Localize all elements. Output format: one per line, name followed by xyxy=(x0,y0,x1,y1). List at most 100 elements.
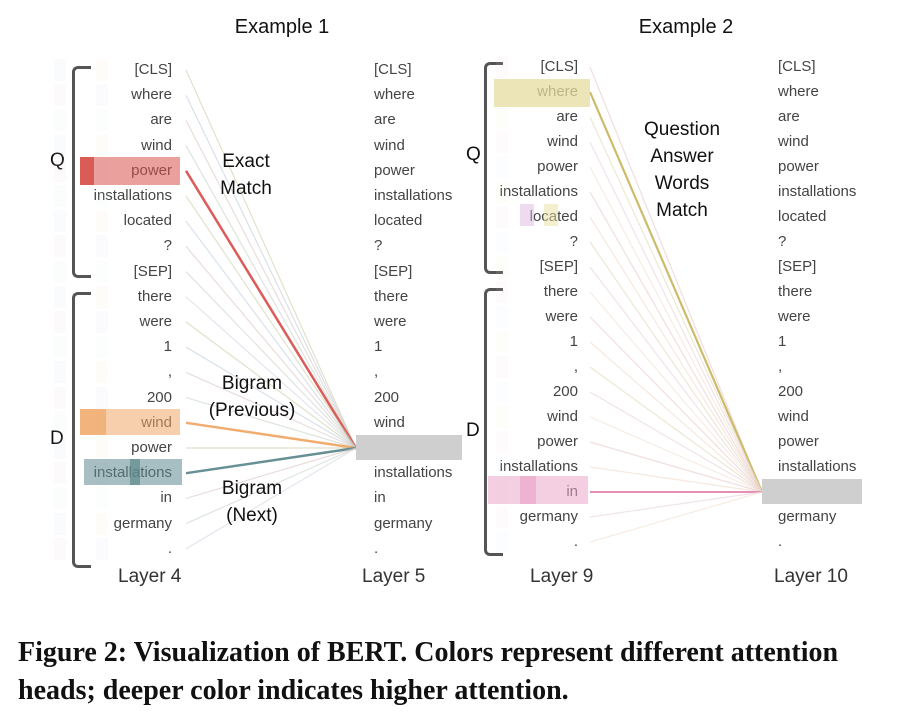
attention-cell xyxy=(54,537,66,560)
annotation-line: (Previous) xyxy=(208,400,296,421)
attention-line xyxy=(589,416,763,493)
attention-line xyxy=(185,94,357,449)
attention-cell xyxy=(496,131,508,153)
token: installations xyxy=(374,464,453,482)
token: wind xyxy=(547,408,578,425)
attention-line xyxy=(589,366,763,493)
bigram-next-highlight-strong xyxy=(130,459,140,485)
attention-cell xyxy=(496,306,508,328)
attention-line xyxy=(588,91,764,493)
token: wind xyxy=(547,133,578,150)
token: there xyxy=(137,287,172,305)
attention-line xyxy=(185,296,357,449)
bigram-previous-highlight-strong xyxy=(80,409,106,435)
attention-cell xyxy=(496,431,508,453)
annotation-exact-match: Exact Match xyxy=(196,148,296,202)
attention-line xyxy=(589,66,763,493)
attention-cell xyxy=(520,204,534,226)
token: wind xyxy=(778,133,809,150)
attention-line xyxy=(185,397,357,449)
layer-5-label: Layer 5 xyxy=(362,566,426,587)
token: [CLS] xyxy=(134,61,172,78)
token: , xyxy=(573,358,578,375)
attention-line xyxy=(589,191,763,493)
attention-cell xyxy=(54,260,66,283)
attention-line xyxy=(589,266,763,493)
annotation-bigram-next: Bigram (Next) xyxy=(196,475,308,529)
token: there xyxy=(374,287,409,305)
attention-cell xyxy=(54,109,66,132)
annotation-bigram-previous: Bigram (Previous) xyxy=(196,370,308,424)
token: [SEP] xyxy=(374,262,413,280)
attention-line xyxy=(185,271,357,449)
attention-cell xyxy=(496,531,508,553)
token: are xyxy=(150,111,172,129)
attention-cell xyxy=(96,361,108,384)
token: where xyxy=(374,86,415,104)
layer-4-label: Layer 4 xyxy=(118,566,182,587)
annotation-line: Exact xyxy=(222,151,270,172)
attention-line xyxy=(589,341,763,493)
attention-line xyxy=(185,145,357,449)
attention-cell xyxy=(54,59,66,81)
exact-match-highlight xyxy=(80,157,180,185)
attention-line xyxy=(589,491,763,518)
token: located xyxy=(123,212,172,230)
attention-cell xyxy=(54,159,66,182)
example-1-title: Example 1 xyxy=(234,16,330,38)
token: were xyxy=(139,313,172,330)
token: installations xyxy=(499,458,578,475)
token: installations xyxy=(93,187,172,204)
attention-cell xyxy=(96,260,108,283)
token: [CLS] xyxy=(374,61,412,78)
attention-lines xyxy=(184,66,764,550)
token: located xyxy=(374,212,423,230)
annotation-line: Match xyxy=(220,178,272,199)
attention-cell xyxy=(496,381,508,403)
example-2-title: Example 2 xyxy=(638,16,734,38)
attention-cell xyxy=(54,185,66,207)
attention-line xyxy=(185,447,357,499)
token: in xyxy=(160,489,172,507)
token: power xyxy=(374,161,415,179)
token: ? xyxy=(374,237,383,255)
attention-cell xyxy=(54,336,66,359)
token: germany xyxy=(374,514,433,532)
attention-cell xyxy=(96,311,108,333)
annotation-line: Bigram xyxy=(221,478,283,499)
attention-cell xyxy=(54,84,66,107)
figure-caption: Figure 2: Visualization of BERT. Colors … xyxy=(18,637,839,706)
token: in xyxy=(374,489,386,507)
token: [CLS] xyxy=(540,58,578,75)
attention-line xyxy=(589,116,763,493)
token: were xyxy=(374,313,407,330)
attention-cell xyxy=(496,456,508,478)
target-token-highlight xyxy=(356,435,462,460)
attention-line xyxy=(185,195,357,449)
token: power xyxy=(537,158,578,175)
attention-cell xyxy=(96,235,108,258)
token: were xyxy=(545,308,578,325)
attention-line xyxy=(185,371,357,449)
token: ? xyxy=(778,233,787,250)
attention-cell xyxy=(54,361,66,384)
token: germany xyxy=(778,508,837,525)
token: . xyxy=(374,539,379,557)
token: 200 xyxy=(374,388,400,406)
token: wind xyxy=(778,408,809,425)
attention-cell xyxy=(496,506,508,528)
token: , xyxy=(778,358,783,375)
attention-line xyxy=(185,69,357,449)
attention-cell xyxy=(54,386,66,409)
attention-cell xyxy=(96,210,108,233)
token: . xyxy=(573,533,578,550)
attention-cell xyxy=(496,331,508,353)
token: where xyxy=(131,86,172,104)
token: installations xyxy=(778,458,857,475)
layer-10-label: Layer 10 xyxy=(774,566,848,587)
query-bracket-1 xyxy=(72,66,91,278)
token: are xyxy=(778,108,800,125)
attention-cell xyxy=(96,336,108,359)
token: [SEP] xyxy=(539,258,578,275)
